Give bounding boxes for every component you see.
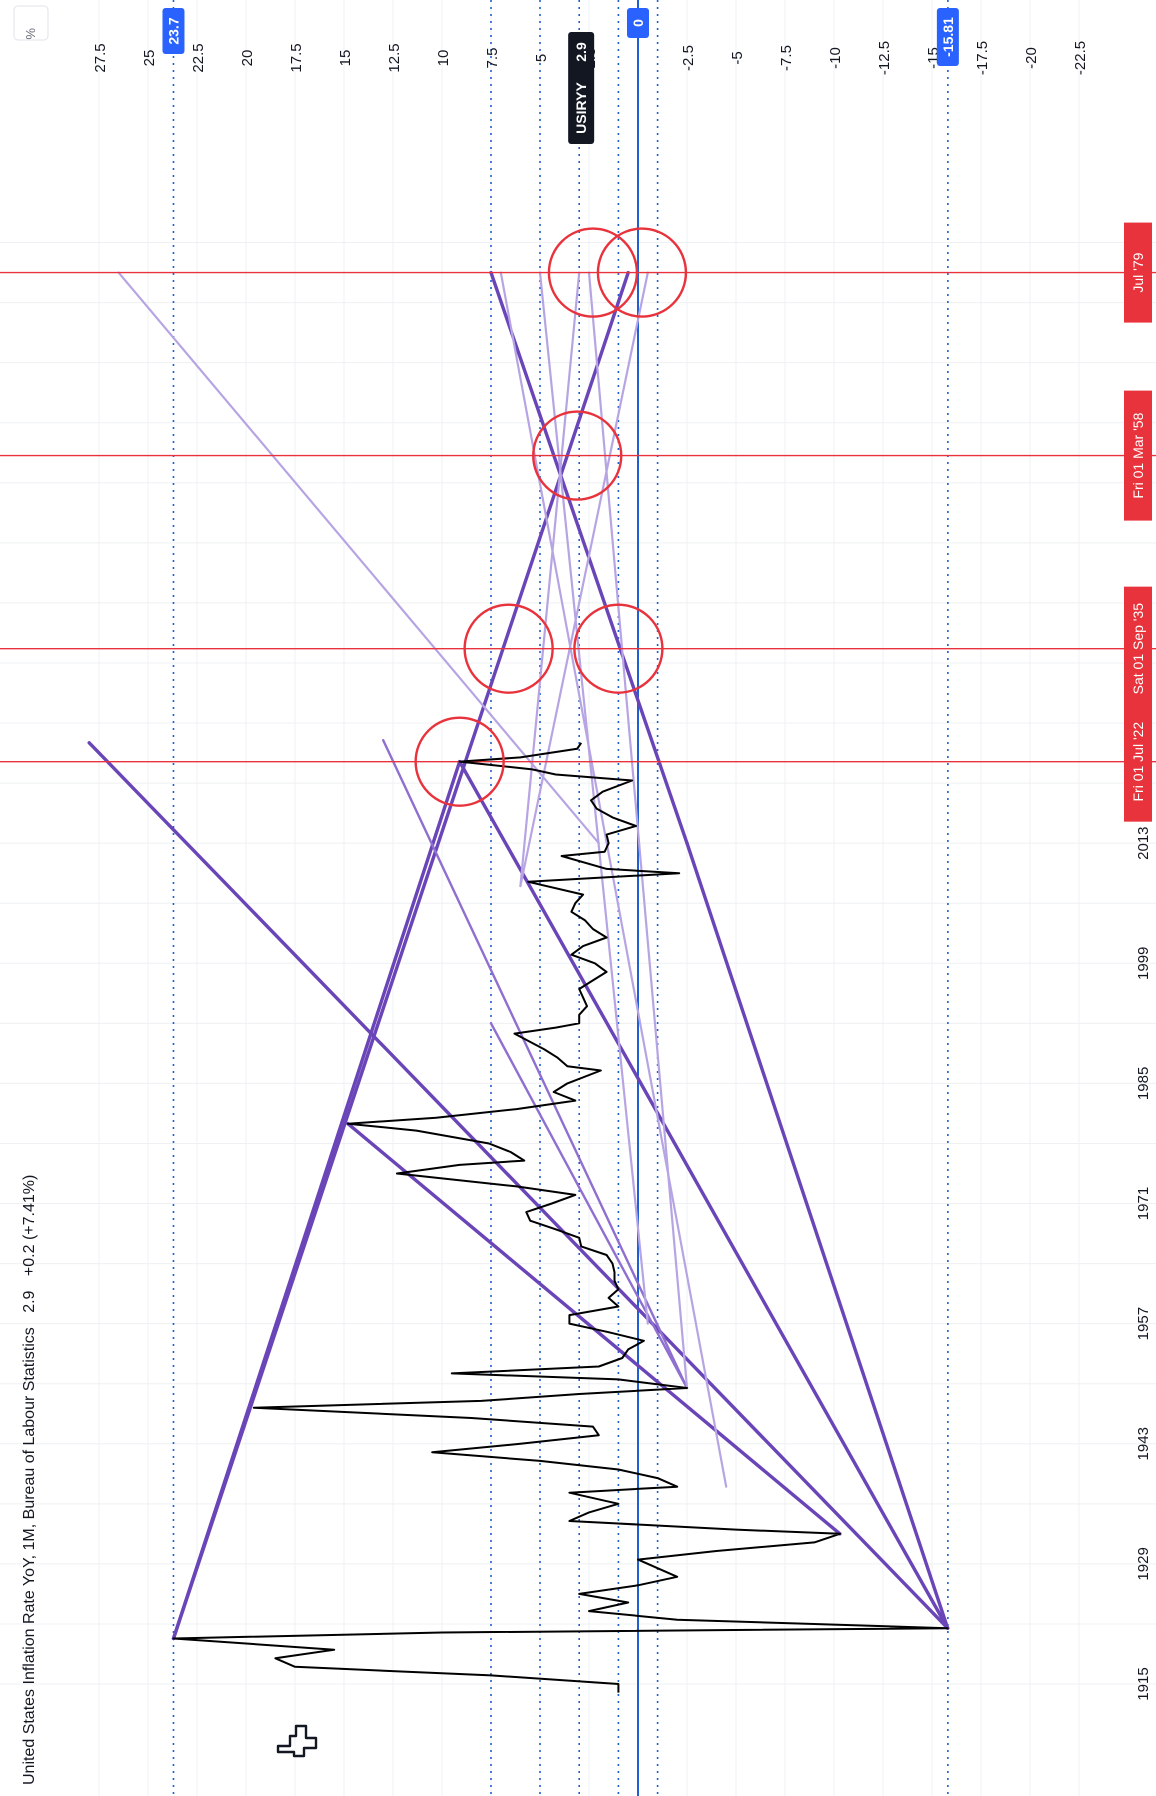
year-tick-label: 1957 (1135, 1307, 1152, 1340)
value-tick-label: 20 (239, 50, 256, 67)
value-tick-label: -5 (729, 51, 746, 64)
year-tick-label: 1943 (1135, 1427, 1152, 1460)
high-value-badge-bg (162, 8, 185, 54)
symbol-badge-bg (568, 32, 595, 144)
value-tick-label: 25 (141, 50, 158, 67)
tradingview-logo-icon[interactable] (276, 1724, 318, 1758)
trend-line-dark[interactable] (171, 270, 630, 1641)
last-value: 2.9 (21, 1290, 38, 1312)
trend-line-mid[interactable] (489, 1022, 689, 1390)
date-marker-badge-bg (1124, 390, 1152, 521)
date-marker-label: Fri 01 Jul '22 (1130, 722, 1146, 802)
highlight-circle[interactable] (463, 603, 554, 694)
trend-line-light[interactable] (519, 271, 581, 888)
value-tick-label: 10 (435, 50, 452, 67)
value-tick-label: 27.5 (92, 43, 109, 72)
change-value: +0.2 (+7.41%) (21, 1175, 38, 1276)
trend-line-light[interactable] (587, 271, 689, 1390)
symbol-title: United States Inflation Rate YoY, 1M, Bu… (21, 1327, 38, 1785)
zero-value-badge: 0 (630, 19, 646, 27)
value-tick-label: 22.5 (190, 43, 207, 72)
highlight-circle[interactable] (414, 716, 505, 807)
last-value-badge: 2.9 (573, 42, 589, 62)
value-tick-label: 17.5 (288, 43, 305, 72)
year-tick-label: 1915 (1135, 1667, 1152, 1700)
low-value-badge-bg (936, 8, 959, 66)
highlight-circle[interactable] (532, 410, 623, 501)
year-tick-label: 1999 (1135, 947, 1152, 980)
time-axis: 1915 1929 1943 1957 1971 1985 1999 2013 (1135, 826, 1152, 1700)
highlight-circle[interactable] (547, 227, 639, 318)
year-tick-label: 1985 (1135, 1067, 1152, 1100)
date-marker-badge-bg (1124, 701, 1152, 822)
date-marker-label: Sat 01 Sep '35 (1130, 603, 1146, 695)
value-tick-label: 5 (533, 54, 550, 62)
date-marker-label: Jul '79 (1130, 252, 1146, 292)
low-value-badge: -15.81 (940, 17, 956, 57)
symbol-badge: USIRYY (573, 82, 589, 134)
year-tick-label: 1971 (1135, 1187, 1152, 1220)
value-tick-label: 12.5 (386, 43, 403, 72)
trend-line-dark[interactable] (87, 741, 950, 1630)
value-tick-label: -22.5 (1072, 41, 1089, 75)
unit-label-box: % (13, 5, 49, 41)
year-tick-label: 2013 (1135, 826, 1152, 859)
highlight-circle[interactable] (596, 227, 688, 318)
highlight-circles[interactable] (414, 227, 688, 807)
trend-line-light[interactable] (519, 271, 649, 888)
svg-text:United States Inflation Rate Y: United States Inflation Rate YoY, 1M, Bu… (21, 1175, 38, 1785)
value-axis: 27.52522.52017.51512.5107.552.50-2.5-5-7… (92, 41, 1089, 75)
trend-line-dark[interactable] (457, 759, 950, 1630)
value-tick-label: -10 (827, 47, 844, 69)
highlight-circle[interactable] (573, 603, 664, 694)
date-markers[interactable] (0, 271, 1156, 763)
zero-value-badge-bg (627, 8, 649, 38)
trend-line-light[interactable] (117, 271, 600, 845)
axis-badges: 23.7 0 -15.81 2.9 USIRYY (162, 8, 959, 144)
value-tick-label: -20 (1023, 47, 1040, 69)
date-marker-labels: Fri 01 Jul '22 Sat 01 Sep '35 Fri 01 Mar '… (1124, 222, 1152, 822)
value-tick-label: -2.5 (680, 45, 697, 71)
value-tick-label: -17.5 (974, 41, 991, 75)
date-marker-badge-bg (1124, 222, 1152, 323)
trend-line-mid[interactable] (382, 739, 689, 1390)
date-marker-badge-bg (1124, 586, 1152, 711)
trend-line-dark[interactable] (685, 841, 950, 1630)
series-line-usiryy[interactable] (172, 742, 949, 1693)
value-tick-label: -12.5 (876, 41, 893, 75)
high-value-badge: 23.7 (165, 17, 181, 44)
date-marker-label: Fri 01 Mar '58 (1130, 412, 1146, 498)
value-tick-label: 15 (337, 50, 354, 67)
chart-header: United States Inflation Rate YoY, 1M, Bu… (21, 1175, 38, 1785)
year-tick-label: 1929 (1135, 1547, 1152, 1580)
value-tick-label: 7.5 (484, 48, 501, 69)
value-tick-label: -7.5 (778, 45, 795, 71)
unit-label: % (23, 28, 38, 40)
